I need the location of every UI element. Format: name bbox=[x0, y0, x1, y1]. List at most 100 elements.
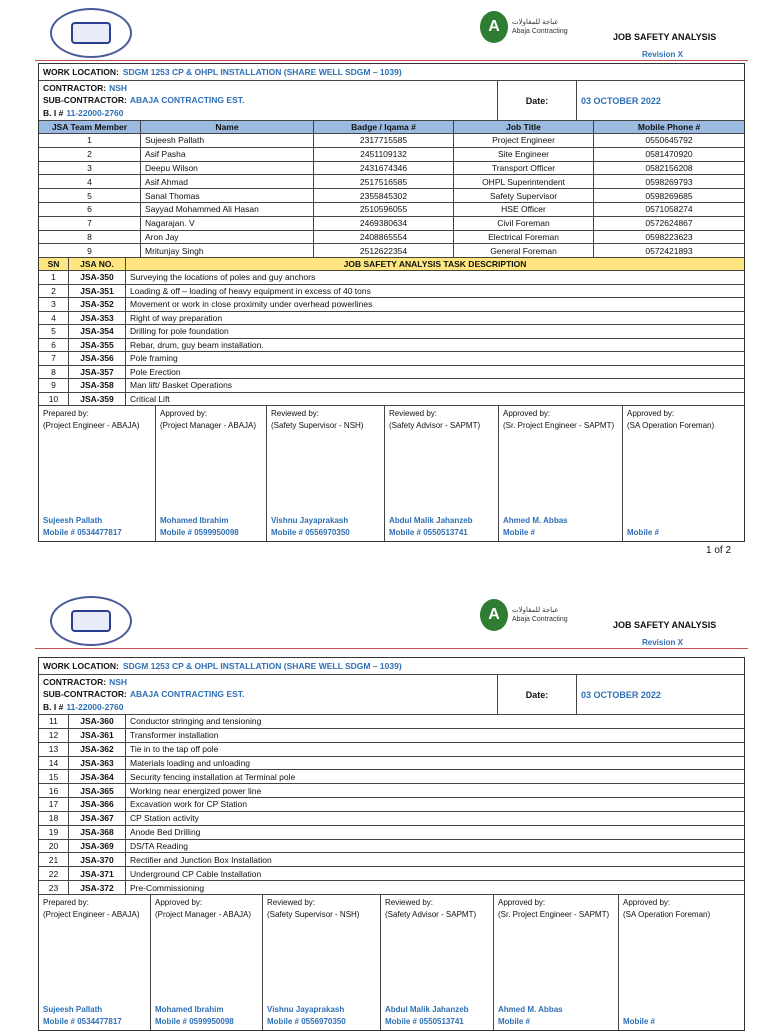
signature-cell: Reviewed by: (Safety Supervisor - NSH) Vis… bbox=[263, 894, 381, 1030]
task-row: 4 JSA-353 Right of way preparation bbox=[39, 311, 744, 326]
signature-cell: Prepared by: (Project Engineer - ABAJA) Su… bbox=[39, 894, 151, 1030]
task-description: Critical Lift bbox=[130, 393, 170, 404]
signature-cell: Approved by: (Sr. Project Engineer - SAPM… bbox=[499, 406, 623, 542]
task-header-cell: SN bbox=[39, 258, 69, 271]
contractor-value: NSH bbox=[109, 676, 128, 687]
task-description: Right of way preparation bbox=[130, 312, 223, 323]
task-jsa-no: JSA-360 bbox=[69, 715, 126, 728]
signer-name: Vishnu Jayaprakash bbox=[267, 1004, 345, 1014]
logo-english: Abaja Contracting bbox=[512, 616, 568, 623]
task-sn: 19 bbox=[39, 825, 69, 839]
task-jsa-no: JSA-354 bbox=[69, 325, 126, 338]
signature-cell: Approved by: (Project Manager - ABAJA) Moh… bbox=[156, 406, 267, 542]
abaja-logo-icon: A bbox=[480, 11, 508, 43]
team-cell: 2408865554 bbox=[314, 230, 454, 244]
signature-desc: (Safety Advisor - SAPMT) bbox=[389, 421, 481, 431]
signature-signer: Mobile # bbox=[623, 1016, 655, 1028]
team-cell: 1 bbox=[39, 134, 141, 147]
team-cell: Aron Jay bbox=[141, 230, 314, 244]
work-location-value: SDGM 1253 CP & OHPL INSTALLATION (SHARE … bbox=[122, 67, 402, 77]
signature-desc: (Project Engineer - ABAJA) bbox=[43, 421, 140, 431]
signature-signer: Ahmed M. Abbas Mobile # bbox=[498, 1004, 563, 1028]
task-description: Movement or work in close proximity unde… bbox=[130, 299, 373, 310]
task-jsa-no: JSA-355 bbox=[69, 338, 126, 352]
team-cell: Civil Foreman bbox=[454, 216, 594, 230]
task-row: 13 JSA-362 Tie in to the tap off pole bbox=[39, 742, 744, 757]
date-value: 03 OCTOBER 2022 bbox=[581, 689, 661, 700]
sub-contractor-label: SUB-CONTRACTOR: bbox=[43, 689, 127, 700]
contractor-label: CONTRACTOR: bbox=[43, 82, 107, 93]
task-sn: 20 bbox=[39, 839, 69, 853]
bi-number-line: B. I #11-22000-2760 bbox=[43, 701, 124, 714]
document-title: JOB SAFETY ANALYSIS bbox=[613, 620, 717, 630]
work-location-cell: WORK LOCATION: SDGM 1253 CP & OHPL INSTAL… bbox=[39, 658, 744, 674]
task-jsa-no: JSA-352 bbox=[69, 298, 126, 311]
team-cell: 3 bbox=[39, 161, 141, 175]
signer-mobile: Mobile # bbox=[627, 528, 660, 538]
signature-role: Approved by: bbox=[627, 409, 675, 419]
task-row: 20 JSA-369 DS/TA Reading bbox=[39, 839, 744, 854]
signature-signer: Sujeesh Pallath Mobile # 0534477817 bbox=[43, 515, 122, 539]
task-description: Tie in to the tap off pole bbox=[130, 744, 219, 755]
signature-cell: Approved by: (SA Operation Foreman) Mobile… bbox=[623, 406, 744, 541]
task-sn: 2 bbox=[39, 284, 69, 298]
task-sn: 13 bbox=[39, 742, 69, 756]
team-cell: HSE Officer bbox=[454, 202, 594, 216]
task-jsa-no: JSA-362 bbox=[69, 742, 126, 756]
signature-block: Prepared by: (Project Engineer - ABAJA) Su… bbox=[39, 406, 744, 542]
signer-mobile: Mobile # bbox=[623, 1016, 656, 1026]
signature-signer: Mobile # bbox=[627, 527, 659, 539]
signature-desc: (Project Engineer - ABAJA) bbox=[43, 909, 140, 919]
bi-number-value: 11-22000-2760 bbox=[66, 701, 124, 712]
task-sn: 7 bbox=[39, 352, 69, 365]
team-row: 6 Sayyad Mohammed Ali Hasan 2510596055 HSE … bbox=[39, 202, 744, 217]
task-description: Anode Bed Drilling bbox=[130, 827, 201, 838]
task-description: Working near energized power line bbox=[130, 785, 262, 796]
signature-desc: (SA Operation Foreman) bbox=[623, 909, 711, 919]
date-value: 03 OCTOBER 2022 bbox=[581, 95, 661, 106]
task-row: 9 JSA-358 Man lift/ Basket Operations bbox=[39, 379, 744, 393]
task-row: 14 JSA-363 Materials loading and unloading bbox=[39, 756, 744, 771]
contractor-row: CONTRACTOR: NSH SUB-CONTRACTOR: ABAJA CONTR… bbox=[39, 675, 744, 715]
task-row: 15 JSA-364 Security fencing installation a… bbox=[39, 770, 744, 785]
task-description: Materials loading and unloading bbox=[130, 757, 251, 768]
signature-desc: (Project Manager - ABAJA) bbox=[160, 421, 257, 431]
signature-role: Reviewed by: bbox=[385, 897, 434, 907]
task-header-cell: JSA NO. bbox=[69, 258, 126, 271]
sub-contractor-label: SUB-CONTRACTOR: bbox=[43, 95, 127, 106]
team-cell: Site Engineer bbox=[454, 147, 594, 161]
task-row: 16 JSA-365 Working near energized power li… bbox=[39, 784, 744, 799]
task-jsa-no: JSA-356 bbox=[69, 352, 126, 365]
team-row: 1 Sujeesh Pallath 2317715585 Project Engine… bbox=[39, 134, 744, 148]
task-description: Rebar, drum, guy beam installation. bbox=[130, 339, 264, 350]
task-description: Pole framing bbox=[130, 353, 178, 364]
signature-signer: Sujeesh Pallath Mobile # 0534477817 bbox=[43, 1004, 122, 1028]
date-label: Date: bbox=[498, 81, 577, 120]
task-row: 8 JSA-357 Pole Erection bbox=[39, 365, 744, 380]
team-cell: 0582156208 bbox=[645, 162, 693, 173]
task-jsa-no: JSA-361 bbox=[69, 728, 126, 742]
team-row: 7 Nagarajan. V 2469380634 Civil Foreman 0572… bbox=[39, 216, 744, 231]
team-row: 5 Sanal Thomas 2355845302 Safety Supervisor… bbox=[39, 189, 744, 203]
signature-cell: Approved by: (Project Manager - ABAJA) Moh… bbox=[151, 894, 263, 1030]
bi-number-value: 11-22000-2760 bbox=[66, 107, 124, 118]
task-description: Excavation work for CP Station bbox=[130, 799, 248, 810]
revision: Revision X bbox=[642, 638, 683, 647]
signature-role: Approved by: bbox=[160, 409, 208, 419]
task-header-row: SN JSA NO. JOB SAFETY ANALYSIS TASK DESCRI… bbox=[39, 258, 744, 272]
team-cell: Sujeesh Pallath bbox=[141, 134, 314, 147]
team-cell: 0581470920 bbox=[645, 149, 693, 160]
team-cell: 2317715585 bbox=[314, 134, 454, 147]
task-sn: 22 bbox=[39, 867, 69, 881]
signature-role: Approved by: bbox=[155, 897, 203, 907]
team-cell: Asif Pasha bbox=[141, 147, 314, 161]
signer-name: Abdul Malik Jahanzeb bbox=[385, 1004, 469, 1014]
task-row: 18 JSA-367 CP Station activity bbox=[39, 811, 744, 826]
signer-mobile: Mobile # 0599950098 bbox=[160, 528, 239, 538]
signer-name: Abdul Malik Jahanzeb bbox=[389, 516, 473, 526]
work-location-label: WORK LOCATION: bbox=[43, 661, 119, 671]
task-row: 17 JSA-366 Excavation work for CP Station bbox=[39, 798, 744, 812]
task-row: 3 JSA-352 Movement or work in close proxim… bbox=[39, 298, 744, 312]
team-header-cell: Badge / Iqama # bbox=[314, 121, 454, 133]
contractor-line: CONTRACTOR: NSH bbox=[43, 676, 127, 689]
